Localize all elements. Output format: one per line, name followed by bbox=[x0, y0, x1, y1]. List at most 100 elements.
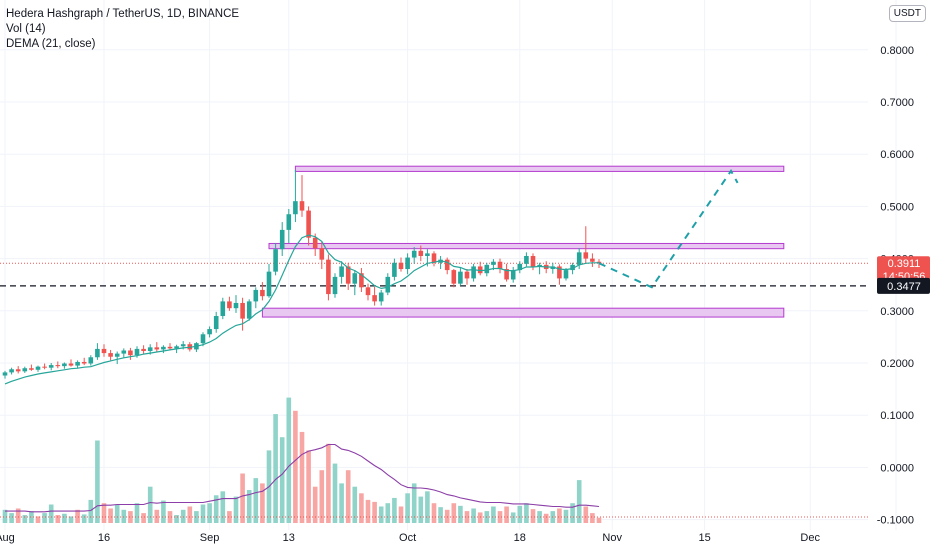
candle-body bbox=[477, 266, 483, 274]
price-axis-label: 0.2000 bbox=[880, 358, 914, 370]
candle-body bbox=[517, 263, 523, 271]
volume-bar bbox=[35, 516, 41, 523]
volume-bar bbox=[418, 496, 424, 523]
candle-body bbox=[293, 201, 298, 215]
volume-bar bbox=[227, 511, 232, 523]
last-price-value: 0.3911 bbox=[888, 258, 921, 270]
candle-body bbox=[570, 264, 575, 271]
volume-bar bbox=[530, 509, 536, 523]
chart-legend: Hedera Hashgraph / TetherUS, 1D, BINANCE… bbox=[6, 7, 239, 52]
candle-body bbox=[180, 344, 186, 347]
candle-body bbox=[326, 259, 331, 295]
candle-body bbox=[147, 347, 153, 351]
candle-body bbox=[174, 346, 179, 349]
volume-bar bbox=[438, 507, 443, 523]
volume-bar bbox=[524, 503, 529, 523]
candle-body bbox=[458, 271, 463, 284]
volume-bar bbox=[161, 500, 166, 523]
candle-body bbox=[345, 266, 351, 284]
volume-bar bbox=[583, 506, 589, 523]
candle-body bbox=[240, 302, 245, 319]
volume-bar bbox=[293, 410, 298, 523]
volume-bar bbox=[95, 440, 100, 523]
candle-body bbox=[339, 266, 344, 277]
volume-bar bbox=[557, 508, 562, 523]
volume-bar bbox=[141, 513, 146, 523]
volume-bar bbox=[352, 486, 358, 523]
volume-indicator-label[interactable]: Vol (14) bbox=[6, 23, 46, 35]
candle-body bbox=[207, 329, 212, 335]
marked-level-badge bbox=[877, 277, 930, 294]
volume-bar bbox=[458, 505, 463, 523]
volume-bar bbox=[378, 506, 384, 523]
price-zone-rectangle[interactable] bbox=[268, 242, 785, 250]
volume-bar bbox=[29, 511, 34, 523]
price-zone-rectangle[interactable] bbox=[294, 165, 785, 172]
candle-body bbox=[2, 372, 8, 376]
candle-body bbox=[352, 273, 358, 284]
candle-body bbox=[253, 289, 259, 302]
candle-body bbox=[108, 353, 113, 357]
candle-body bbox=[306, 210, 311, 238]
candle-body bbox=[425, 253, 430, 256]
price-axis-label: 0.7000 bbox=[880, 97, 914, 109]
projection-path[interactable] bbox=[598, 168, 739, 289]
price-axis-label: 0.6000 bbox=[880, 149, 914, 161]
candle-body bbox=[398, 262, 404, 270]
volume-bar bbox=[504, 506, 509, 523]
candle-body bbox=[273, 249, 278, 272]
candle-body bbox=[332, 276, 338, 295]
price-axis-label: 0.0000 bbox=[880, 462, 914, 474]
volume-bar bbox=[286, 397, 292, 523]
volume-bar bbox=[48, 504, 54, 523]
volume-bar bbox=[260, 483, 265, 523]
volume-bar bbox=[405, 493, 410, 523]
volume-bar bbox=[194, 511, 199, 523]
volume-bar bbox=[372, 501, 377, 523]
candle-body bbox=[266, 271, 272, 297]
candle-body bbox=[75, 361, 80, 366]
price-axis-label: 0.8000 bbox=[880, 45, 914, 57]
volume-bar bbox=[398, 506, 404, 523]
candle-body bbox=[504, 269, 509, 280]
volume-bar bbox=[207, 503, 212, 523]
volume-bar bbox=[312, 486, 318, 523]
volume-bar bbox=[306, 450, 311, 523]
candle-body bbox=[557, 266, 562, 279]
volume-bar bbox=[411, 483, 417, 523]
volume-bar bbox=[154, 509, 160, 523]
volume-bar bbox=[326, 443, 331, 523]
candle-body bbox=[95, 348, 100, 358]
volume-bar bbox=[517, 505, 523, 523]
price-zone-rectangle[interactable] bbox=[261, 307, 785, 318]
currency-unit-button[interactable]: USDT bbox=[888, 5, 926, 22]
time-axis-label: Aug bbox=[0, 532, 15, 544]
volume-bar bbox=[88, 499, 94, 523]
volume-bar bbox=[596, 517, 602, 523]
candle-body bbox=[312, 237, 318, 249]
volume-bar bbox=[365, 499, 371, 523]
candle-body bbox=[42, 366, 47, 368]
candle-body bbox=[35, 366, 41, 370]
candle-body bbox=[88, 357, 94, 364]
price-axis-label: 0.1000 bbox=[880, 410, 914, 422]
symbol-title[interactable]: Hedera Hashgraph / TetherUS, 1D, BINANCE bbox=[6, 8, 240, 20]
candle-body bbox=[359, 273, 364, 288]
volume-bar bbox=[101, 503, 107, 523]
candle-body bbox=[260, 289, 265, 297]
volume-bar bbox=[147, 486, 153, 523]
candle-body bbox=[220, 301, 226, 317]
candle-body bbox=[9, 369, 14, 373]
time-axis-label: 16 bbox=[98, 532, 110, 544]
candle-body bbox=[15, 369, 21, 372]
candle-body bbox=[418, 250, 424, 256]
candle-body bbox=[114, 353, 120, 357]
dema-indicator-label[interactable]: DEMA (21, close) bbox=[6, 38, 96, 50]
candle-body bbox=[510, 270, 516, 280]
candle-body bbox=[431, 253, 437, 263]
candle-body bbox=[22, 368, 28, 372]
volume-bar bbox=[15, 508, 21, 523]
volume-bar bbox=[55, 515, 61, 523]
